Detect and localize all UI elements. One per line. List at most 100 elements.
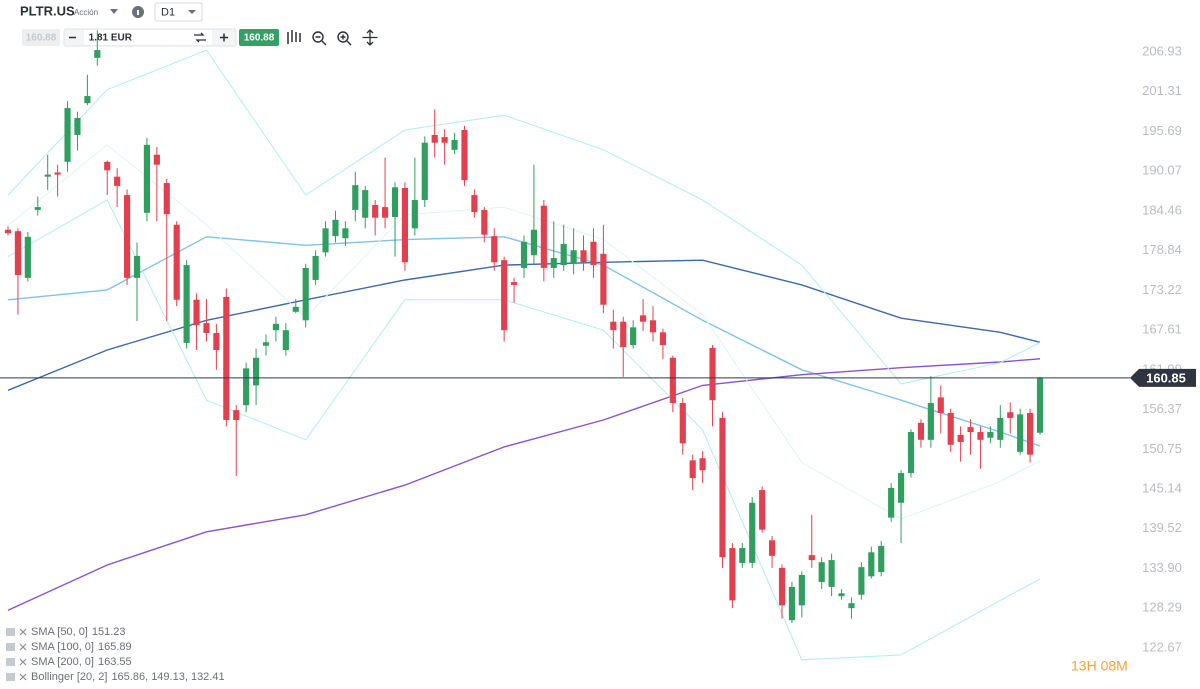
candle-body — [143, 144, 150, 213]
current-price-label: 160.85 — [1146, 370, 1186, 385]
y-tick-label: 128.29 — [1142, 600, 1182, 615]
candle-body — [778, 567, 786, 606]
candle-body — [1036, 377, 1044, 433]
candle-body — [927, 403, 934, 440]
bollinger-lower — [7, 199, 1041, 661]
legend-entry: SMA [100, 0] 165.89 — [31, 641, 132, 653]
quantity-field[interactable] — [84, 30, 212, 45]
candle-body — [54, 172, 61, 175]
candle-body — [272, 323, 279, 331]
candle-body — [689, 460, 696, 479]
candle-body — [4, 229, 12, 234]
candle-body — [610, 321, 617, 331]
candle-body — [262, 342, 270, 346]
candle-body — [114, 176, 121, 186]
candle-body — [640, 315, 647, 322]
bollinger-upper — [7, 49, 1041, 385]
legend-value: 163.55 — [98, 656, 132, 668]
legend-entry: Bollinger [20, 2] 165.86, 149.13, 132.41 — [31, 671, 225, 683]
plot-area: 206.93 201.31 195.69 190.07 184.46 178.84 173.… — [0, 30, 1196, 661]
candle-body — [798, 574, 805, 606]
sell-button[interactable] — [22, 29, 60, 46]
y-tick-label: 206.93 — [1142, 43, 1182, 58]
legend-value: 165.89 — [98, 641, 132, 653]
candle-body — [997, 417, 1004, 440]
increase-button[interactable] — [220, 33, 228, 42]
chart-type-icon[interactable] — [287, 30, 301, 44]
candle-body — [888, 487, 895, 518]
candle-body — [630, 327, 637, 346]
legend-name: SMA [100, 0] — [31, 641, 94, 653]
candle-body — [590, 241, 597, 266]
candle-body — [372, 204, 379, 218]
legend-remove[interactable] — [19, 643, 27, 651]
candle-body — [74, 117, 81, 135]
bollinger-middle — [7, 144, 1041, 520]
candle-body — [858, 567, 865, 595]
candle-body — [977, 432, 984, 440]
candle-body — [243, 368, 250, 406]
candle-body — [788, 586, 795, 621]
candle-body — [332, 219, 339, 237]
zoom-in-icon[interactable] — [337, 31, 349, 43]
candle-body — [739, 548, 746, 563]
symbol[interactable]: PLTR.US — [20, 3, 75, 18]
candle-body — [659, 332, 666, 346]
zoom-out-glyph — [315, 36, 327, 46]
buy-price: 160.88 — [244, 33, 275, 44]
candle-body — [491, 236, 498, 263]
candle-body — [917, 422, 924, 440]
buy-button[interactable] — [239, 29, 279, 46]
y-tick-label: 122.67 — [1142, 639, 1182, 654]
candle-body — [24, 236, 31, 278]
candle-body — [570, 250, 577, 264]
zoom-in-glyph — [340, 34, 352, 46]
candle-body — [937, 397, 944, 413]
candle-body — [987, 432, 994, 438]
y-tick-label: 190.07 — [1142, 163, 1182, 178]
legend-icon — [6, 658, 15, 666]
candle-body — [183, 265, 190, 343]
y-tick-label: 150.75 — [1142, 441, 1182, 456]
timeframe: D1 — [161, 6, 175, 18]
candle-body — [957, 434, 964, 442]
symbol-dropdown[interactable] — [110, 9, 118, 14]
candle-body — [580, 250, 587, 263]
zoom-out-icon[interactable] — [312, 31, 324, 43]
candle-body — [34, 207, 41, 210]
y-tick-label: 139.52 — [1142, 520, 1182, 535]
swap-icon[interactable] — [194, 32, 206, 43]
sma-line — [7, 358, 1041, 611]
y-tick-label: 167.61 — [1142, 322, 1182, 337]
candle-body — [540, 205, 547, 268]
sma-line — [7, 259, 1041, 391]
timeframe-caret — [188, 10, 196, 14]
y-tick-label: 156.37 — [1142, 401, 1182, 416]
candle-body — [907, 432, 915, 474]
legend-remove[interactable] — [19, 628, 27, 636]
y-tick-label: 195.69 — [1142, 123, 1182, 138]
legend-remove[interactable] — [19, 658, 27, 666]
legend-icon — [6, 673, 15, 681]
timeframe-select[interactable] — [154, 2, 203, 22]
pan-icon[interactable] — [362, 29, 378, 46]
candle-body — [729, 548, 736, 601]
y-tick-label: 145.14 — [1142, 480, 1182, 495]
candle-body — [848, 603, 855, 609]
legend-remove[interactable] — [19, 673, 27, 681]
candle-body — [669, 357, 676, 404]
candle-body — [511, 282, 518, 285]
candle-body — [213, 333, 220, 350]
candle-body — [124, 195, 131, 278]
candle-body — [649, 320, 657, 333]
candle-body — [838, 593, 845, 597]
candle-body — [868, 552, 875, 577]
candle-body — [550, 258, 557, 268]
candle-body — [520, 241, 528, 268]
legend-value: 165.86, 149.13, 132.41 — [111, 671, 224, 683]
toolbar: PLTR.US Acción D1 160.88 1.81 EUR 160.88 — [20, 2, 378, 47]
candle-body — [203, 323, 210, 334]
candle-body — [322, 228, 329, 253]
